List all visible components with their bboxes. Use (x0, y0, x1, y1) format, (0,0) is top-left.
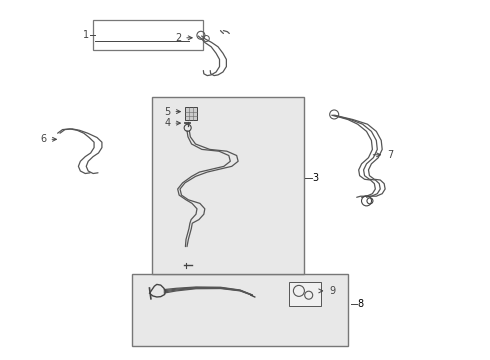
Text: 2: 2 (175, 33, 192, 43)
Bar (93, 20, 203, 50)
Text: 1: 1 (83, 30, 89, 40)
Text: 9: 9 (319, 286, 335, 296)
Text: 3: 3 (313, 173, 318, 183)
Text: 4: 4 (165, 118, 180, 128)
Bar (289, 282, 321, 306)
Bar (132, 274, 348, 346)
Text: 8: 8 (358, 299, 364, 309)
Text: 6: 6 (41, 134, 56, 144)
Text: 5: 5 (164, 107, 180, 117)
Text: 7: 7 (373, 150, 393, 160)
Bar (185, 107, 197, 120)
Bar (152, 97, 304, 274)
